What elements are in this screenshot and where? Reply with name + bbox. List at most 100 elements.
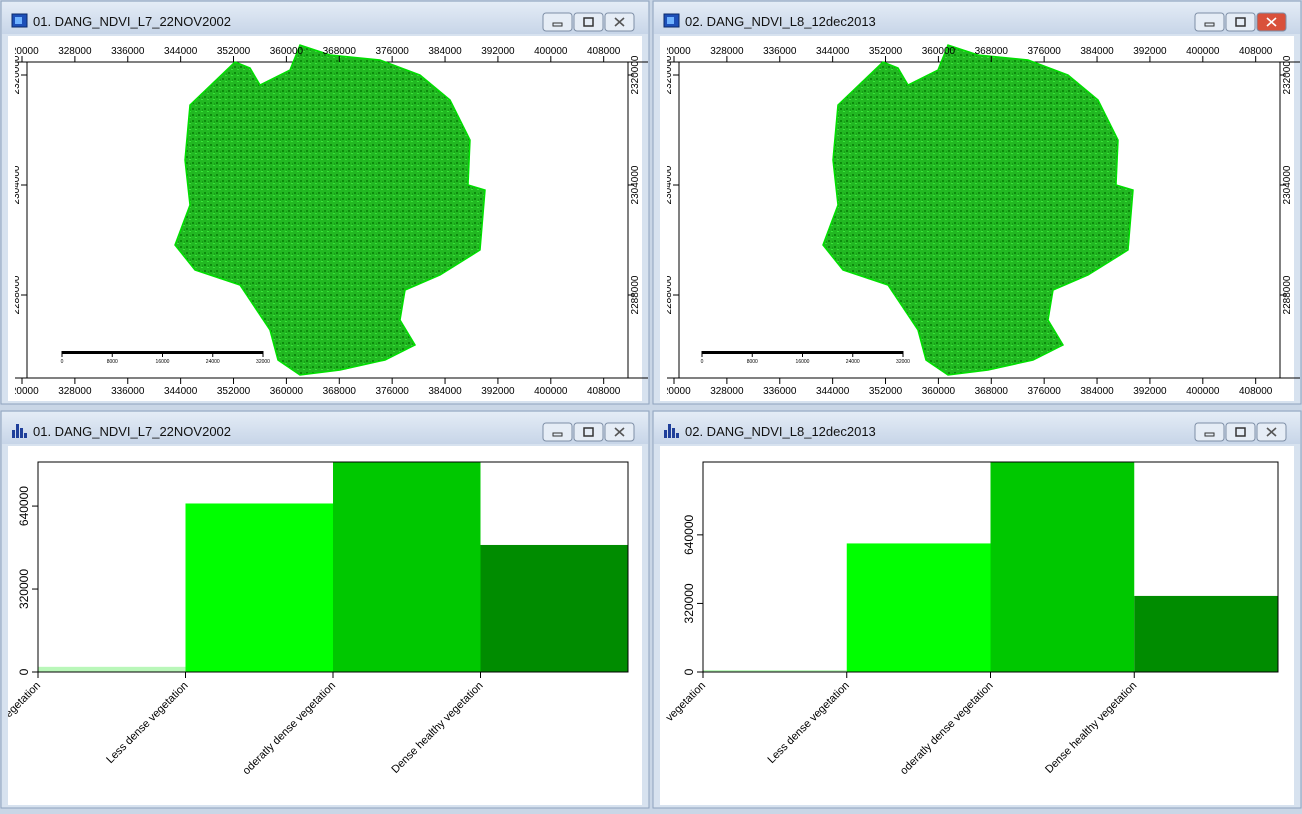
x-tick-label: 368000 bbox=[323, 386, 357, 397]
maximize-button[interactable] bbox=[574, 13, 603, 31]
y-tick-label: 640000 bbox=[17, 486, 31, 526]
scale-label: 16000 bbox=[156, 359, 170, 365]
x-tick-label: 336000 bbox=[763, 46, 797, 57]
window-icon bbox=[672, 428, 675, 438]
maximize-button[interactable] bbox=[1226, 423, 1255, 441]
scale-label: 24000 bbox=[206, 359, 220, 365]
y-tick-label: 2304000 bbox=[1282, 165, 1293, 204]
window-icon bbox=[668, 424, 671, 438]
x-tick-label: 368000 bbox=[975, 46, 1009, 57]
x-tick-label: 368000 bbox=[323, 46, 357, 57]
x-tick-label: 400000 bbox=[534, 386, 568, 397]
x-tick-label: 400000 bbox=[534, 46, 568, 57]
scale-label: 32000 bbox=[896, 359, 910, 365]
y-tick-label: 2304000 bbox=[630, 165, 641, 204]
x-tick-label: 376000 bbox=[1027, 46, 1061, 57]
x-tick-label: 328000 bbox=[710, 46, 744, 57]
window-icon bbox=[664, 430, 667, 438]
y-tick-label: 320000 bbox=[682, 583, 696, 623]
maximize-button[interactable] bbox=[574, 423, 603, 441]
bar bbox=[847, 543, 991, 672]
x-tick-label: 360000 bbox=[270, 46, 304, 57]
y-tick-label: 2288000 bbox=[630, 275, 641, 314]
window-icon bbox=[12, 430, 15, 438]
x-tick-label: 400000 bbox=[1186, 46, 1220, 57]
minimize-button[interactable] bbox=[543, 423, 572, 441]
x-tick-label: 360000 bbox=[270, 386, 304, 397]
x-tick-label: 328000 bbox=[710, 386, 744, 397]
scale-label: 0 bbox=[61, 359, 64, 365]
screen: 01. DANG_NDVI_L7_22NOV200232000032000032… bbox=[0, 0, 1302, 809]
window-icon bbox=[676, 433, 679, 438]
x-tick-label: 344000 bbox=[816, 46, 850, 57]
minimize-button[interactable] bbox=[1195, 13, 1224, 31]
scale-label: 24000 bbox=[846, 359, 860, 365]
y-tick-label: 2288000 bbox=[1282, 275, 1293, 314]
y-tick-label: 640000 bbox=[682, 515, 696, 555]
x-tick-label: 344000 bbox=[164, 46, 198, 57]
x-tick-label: 344000 bbox=[816, 386, 850, 397]
y-tick-label: 0 bbox=[682, 668, 696, 675]
x-tick-label: 352000 bbox=[217, 386, 251, 397]
x-tick-label: 336000 bbox=[111, 386, 145, 397]
scale-label: 16000 bbox=[796, 359, 810, 365]
window: 02. DANG_NDVI_L8_12dec201332000032000032… bbox=[653, 1, 1301, 404]
x-tick-label: 408000 bbox=[587, 386, 621, 397]
maximize-button[interactable] bbox=[1226, 13, 1255, 31]
window-icon bbox=[20, 428, 23, 438]
page: 01. DANG_NDVI_L7_22NOV200232000032000032… bbox=[0, 0, 1302, 814]
bar bbox=[186, 503, 334, 672]
x-tick-label: 368000 bbox=[975, 386, 1009, 397]
scale-label: 32000 bbox=[256, 359, 270, 365]
y-tick-label: 320000 bbox=[17, 569, 31, 609]
window-title: 01. DANG_NDVI_L7_22NOV2002 bbox=[33, 424, 231, 439]
x-tick-label: 376000 bbox=[1027, 386, 1061, 397]
bar bbox=[1134, 596, 1278, 672]
x-tick-label: 352000 bbox=[869, 386, 903, 397]
x-tick-label: 360000 bbox=[922, 46, 956, 57]
y-tick-label: 2320000 bbox=[630, 55, 641, 94]
window-icon bbox=[24, 433, 27, 438]
x-tick-label: 336000 bbox=[763, 386, 797, 397]
x-tick-label: 384000 bbox=[1080, 46, 1114, 57]
x-tick-label: 408000 bbox=[1239, 386, 1273, 397]
x-tick-label: 352000 bbox=[217, 46, 251, 57]
x-tick-label: 328000 bbox=[58, 46, 92, 57]
window-icon bbox=[16, 424, 19, 438]
x-tick-label: 408000 bbox=[587, 46, 621, 57]
x-tick-label: 384000 bbox=[1080, 386, 1114, 397]
x-tick-label: 376000 bbox=[375, 46, 409, 57]
x-tick-label: 376000 bbox=[375, 386, 409, 397]
window-title: 02. DANG_NDVI_L8_12dec2013 bbox=[685, 14, 876, 29]
x-tick-label: 392000 bbox=[1133, 386, 1167, 397]
x-tick-label: 408000 bbox=[1239, 46, 1273, 57]
scale-label: 8000 bbox=[747, 359, 758, 365]
minimize-button[interactable] bbox=[1195, 423, 1224, 441]
window-title: 02. DANG_NDVI_L8_12dec2013 bbox=[685, 424, 876, 439]
x-tick-label: 392000 bbox=[481, 386, 515, 397]
bar bbox=[481, 545, 629, 672]
window-icon bbox=[667, 17, 674, 24]
x-tick-label: 384000 bbox=[428, 46, 462, 57]
y-tick-label: 0 bbox=[17, 668, 31, 675]
x-tick-label: 360000 bbox=[922, 386, 956, 397]
scale-label: 0 bbox=[701, 359, 704, 365]
x-tick-label: 392000 bbox=[481, 46, 515, 57]
scale-label: 8000 bbox=[107, 359, 118, 365]
x-tick-label: 352000 bbox=[869, 46, 903, 57]
x-tick-label: 336000 bbox=[111, 46, 145, 57]
window-title: 01. DANG_NDVI_L7_22NOV2002 bbox=[33, 14, 231, 29]
window-icon bbox=[15, 17, 22, 24]
x-tick-label: 344000 bbox=[164, 386, 198, 397]
x-tick-label: 384000 bbox=[428, 386, 462, 397]
bar bbox=[333, 462, 481, 672]
bar bbox=[38, 667, 186, 672]
x-tick-label: 400000 bbox=[1186, 386, 1220, 397]
minimize-button[interactable] bbox=[543, 13, 572, 31]
y-tick-label: 2320000 bbox=[1282, 55, 1293, 94]
window: 01. DANG_NDVI_L7_22NOV200232000032000032… bbox=[1, 1, 649, 404]
bar bbox=[991, 462, 1135, 672]
x-tick-label: 392000 bbox=[1133, 46, 1167, 57]
